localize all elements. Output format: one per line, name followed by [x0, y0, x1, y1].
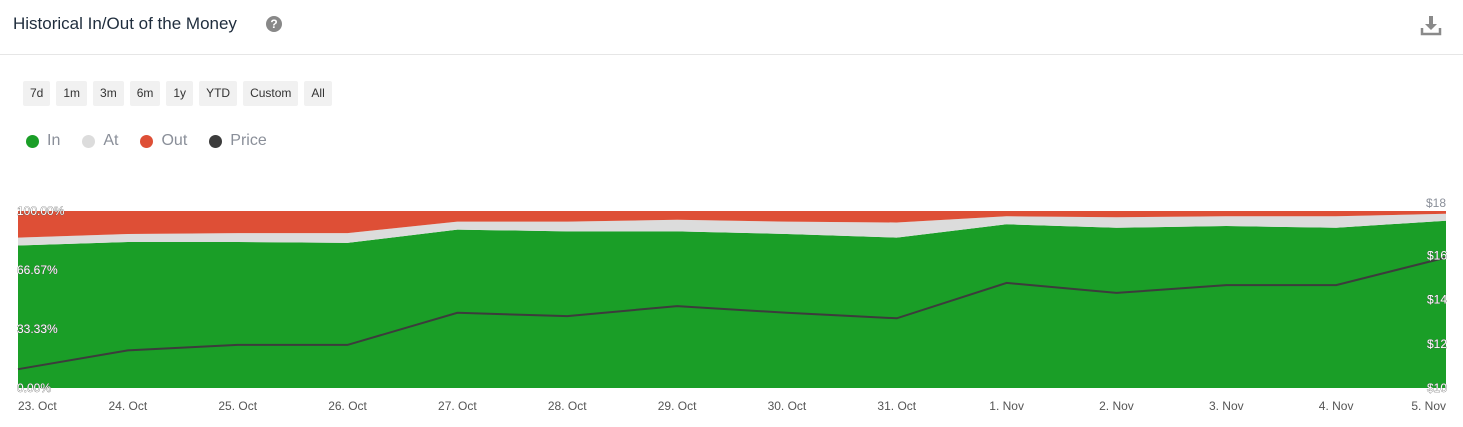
- x-tick-label: 25. Oct: [218, 399, 257, 413]
- y-right-tick-label: $10: [1427, 381, 1447, 395]
- legend-label-price: Price: [230, 132, 267, 149]
- range-3m-button[interactable]: 3m: [93, 81, 124, 106]
- x-tick-label: 28. Oct: [548, 399, 587, 413]
- x-tick-label: 5. Nov: [1411, 399, 1446, 413]
- y-left-tick-label: 66.67%: [17, 263, 58, 277]
- x-tick-label: 4. Nov: [1319, 399, 1354, 413]
- range-custom-button[interactable]: Custom: [243, 81, 299, 106]
- range-ytd-button[interactable]: YTD: [199, 81, 238, 106]
- y-left-tick-label: 100.00%: [17, 204, 65, 218]
- chart-header: Historical In/Out of the Money ?: [0, 0, 1463, 55]
- legend-item-price[interactable]: Price: [209, 132, 267, 150]
- area-out: [18, 211, 1446, 238]
- x-tick-label: 1. Nov: [989, 399, 1024, 413]
- legend-dot-price: [209, 134, 223, 148]
- download-icon[interactable]: [1420, 14, 1442, 36]
- legend-item-in[interactable]: In: [26, 132, 60, 150]
- legend-label-at: At: [103, 132, 119, 149]
- x-tick-label: 2. Nov: [1099, 399, 1134, 413]
- legend-dot-in: [26, 134, 39, 148]
- range-6m-button[interactable]: 6m: [129, 81, 161, 106]
- legend-label-in: In: [47, 132, 61, 149]
- line-price: [17, 256, 1447, 371]
- x-tick-label: 30. Oct: [768, 399, 807, 413]
- y-left-tick-label: 0.00%: [17, 381, 51, 395]
- legend-dot-at: [82, 134, 96, 148]
- x-tick-label: 23. Oct: [18, 399, 57, 413]
- legend-item-at[interactable]: At: [82, 132, 118, 150]
- y-right-tick-label: $14: [1427, 293, 1447, 307]
- range-1m-button[interactable]: 1m: [56, 81, 88, 106]
- legend-dot-out: [140, 134, 154, 148]
- range-all-button[interactable]: All: [304, 81, 332, 106]
- x-tick-label: 29. Oct: [658, 399, 697, 413]
- x-tick-label: 24. Oct: [109, 399, 148, 413]
- x-tick-label: 3. Nov: [1209, 399, 1244, 413]
- x-tick-label: 31. Oct: [877, 399, 916, 413]
- y-right-tick-label: $16: [1427, 248, 1447, 262]
- chart-title: Historical In/Out of the Money: [13, 14, 237, 33]
- area-in: [18, 220, 1446, 388]
- y-right-tick-label: $12: [1427, 337, 1447, 351]
- x-tick-label: 26. Oct: [328, 399, 367, 413]
- y-left-tick-label: 33.33%: [17, 322, 58, 336]
- range-7d-button[interactable]: 7d: [23, 81, 51, 106]
- area-at: [18, 213, 1446, 246]
- x-tick-label: 27. Oct: [438, 399, 477, 413]
- question-circle-icon[interactable]: ?: [266, 16, 282, 32]
- range-1y-button[interactable]: 1y: [166, 81, 194, 106]
- legend-label-out: Out: [161, 132, 188, 149]
- legend-item-out[interactable]: Out: [140, 132, 187, 150]
- range-selector: 7d 1m 3m 6m 1y YTD Custom All: [23, 81, 332, 106]
- y-right-tick-label: $18: [1426, 196, 1446, 210]
- chart-legend: In At Out Price: [26, 132, 267, 150]
